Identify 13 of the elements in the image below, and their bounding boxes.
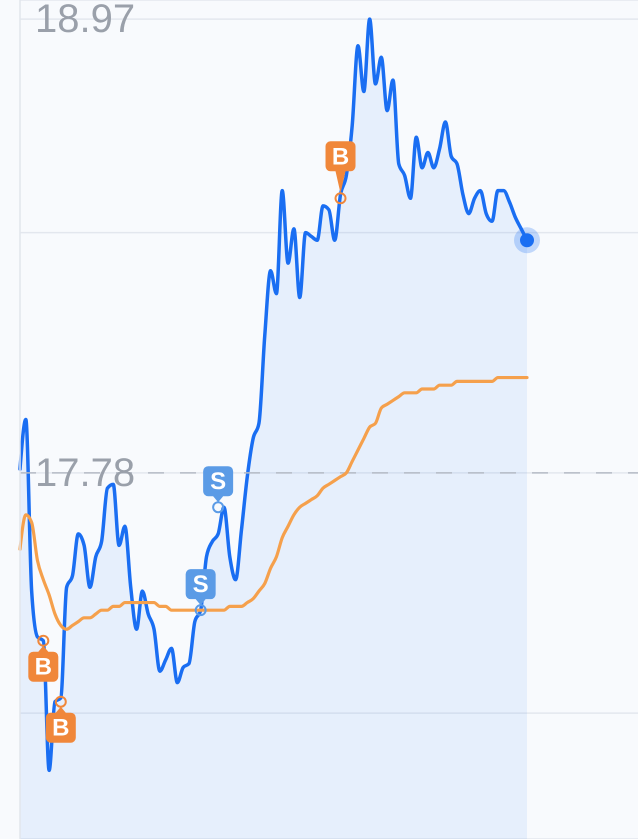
y-tick-label: 17.78	[35, 450, 136, 495]
point	[194, 604, 207, 616]
data-label: B	[34, 653, 52, 680]
line-series	[18, 376, 529, 631]
point	[54, 696, 67, 708]
point	[212, 501, 224, 514]
point	[37, 634, 50, 647]
data-label: B	[332, 142, 350, 170]
point	[334, 192, 347, 204]
data-label: S	[210, 468, 226, 495]
y-tick-label: 18.97	[35, 0, 136, 42]
data-label: B	[52, 714, 70, 742]
data-label: S	[192, 570, 209, 598]
